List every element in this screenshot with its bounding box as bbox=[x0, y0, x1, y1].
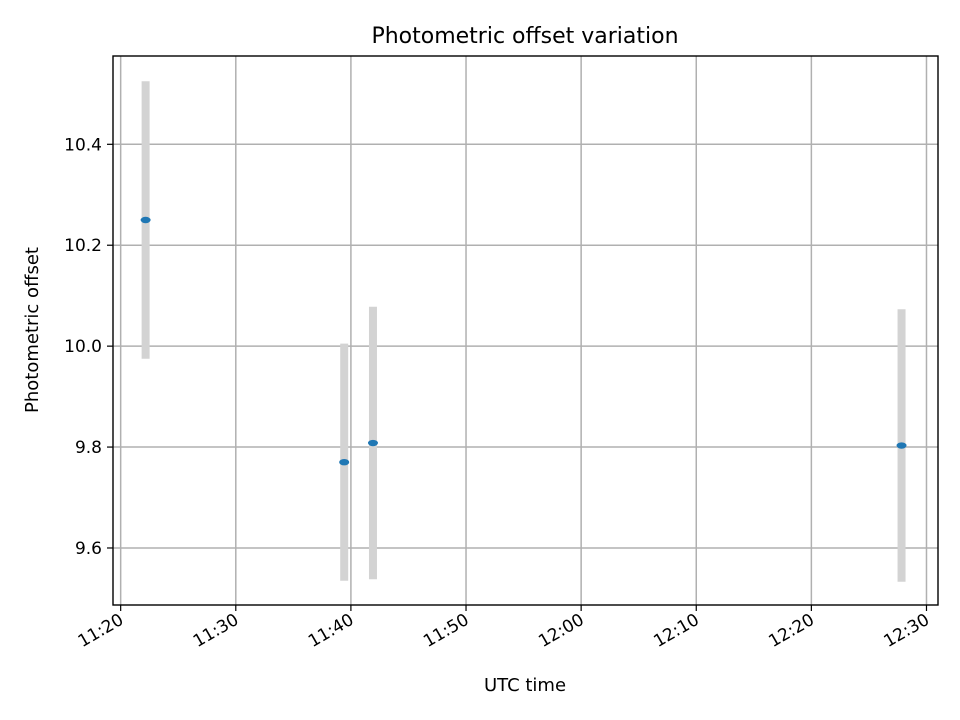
data-point bbox=[140, 216, 151, 224]
x-axis-label: UTC time bbox=[484, 675, 566, 696]
y-axis-label: Photometric offset bbox=[22, 247, 43, 413]
data-point bbox=[339, 458, 350, 466]
y-tick-label: 9.6 bbox=[75, 539, 102, 559]
axes-frame bbox=[112, 55, 939, 606]
grid bbox=[113, 56, 938, 605]
y-tick-label: 10.4 bbox=[64, 135, 102, 155]
plot-area bbox=[140, 81, 907, 582]
y-tick-label: 10.0 bbox=[64, 337, 102, 357]
chart-title: Photometric offset variation bbox=[371, 24, 678, 49]
data-point bbox=[367, 439, 378, 447]
y-tick-label: 10.2 bbox=[64, 236, 102, 256]
y-tick-label: 9.8 bbox=[75, 438, 102, 458]
data-point bbox=[896, 442, 907, 449]
